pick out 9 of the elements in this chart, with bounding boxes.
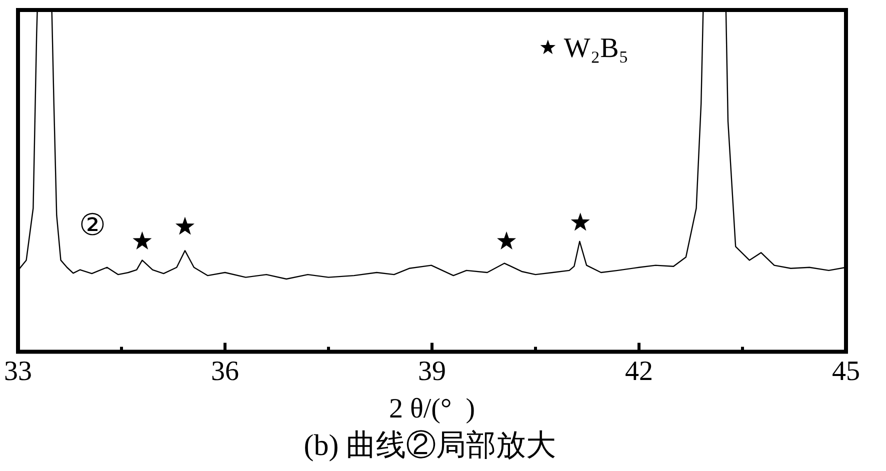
x-tick-label: 36	[211, 356, 239, 387]
text: (b) 曲线②局部放大	[304, 428, 556, 462]
x-tick-label: 42	[625, 356, 653, 387]
series-label: ②	[79, 208, 106, 242]
x-tick-label: 45	[832, 356, 860, 387]
x-tick-label: 39	[418, 356, 446, 387]
x-axis-title: 2 θ/(° )	[388, 394, 476, 425]
x-tick-label: 33	[4, 356, 32, 387]
legend-label: W₂B₅	[564, 32, 629, 64]
